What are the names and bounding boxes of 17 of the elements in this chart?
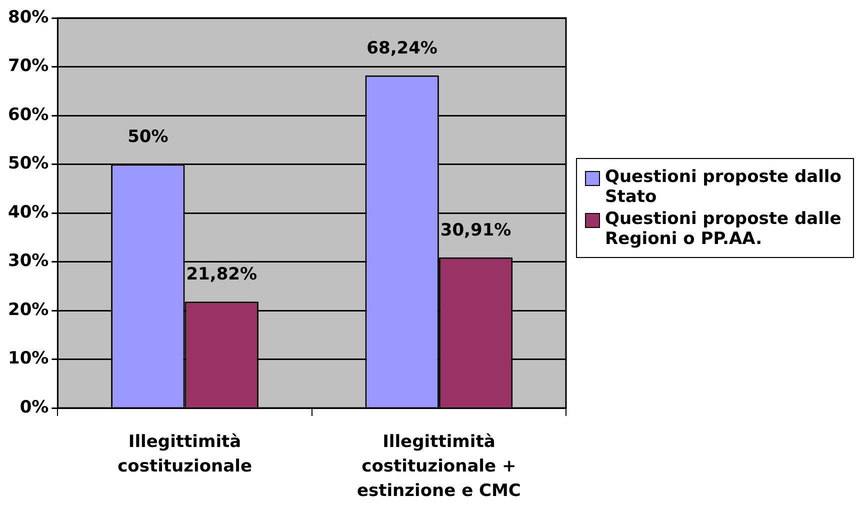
y-tick-label: 0%: [20, 397, 49, 418]
data-label: 30,91%: [440, 220, 512, 240]
y-tick-label: 40%: [8, 202, 49, 222]
data-label: 21,82%: [186, 264, 258, 285]
y-tick-label: 60%: [8, 104, 49, 125]
legend-label: Questioni proposte dallo Stato: [605, 167, 842, 208]
x-tick-label: Illegittimità costituzionale + estinzione e CMC: [356, 432, 521, 502]
legend-label: Questioni proposte dalle Regioni o PP.AA.: [605, 209, 842, 250]
y-tick-label: 30%: [8, 251, 49, 272]
y-tick-label: 80%: [8, 7, 49, 28]
y-tick-label: 50%: [8, 154, 49, 174]
data-label: 68,24%: [366, 38, 438, 58]
y-tick-label: 70%: [8, 56, 49, 76]
data-label: 50%: [128, 127, 168, 148]
y-tick-label: 10%: [8, 348, 49, 369]
x-tick-label: Illegittimità costituzionale: [118, 432, 252, 476]
y-tick-label: 20%: [8, 300, 49, 320]
